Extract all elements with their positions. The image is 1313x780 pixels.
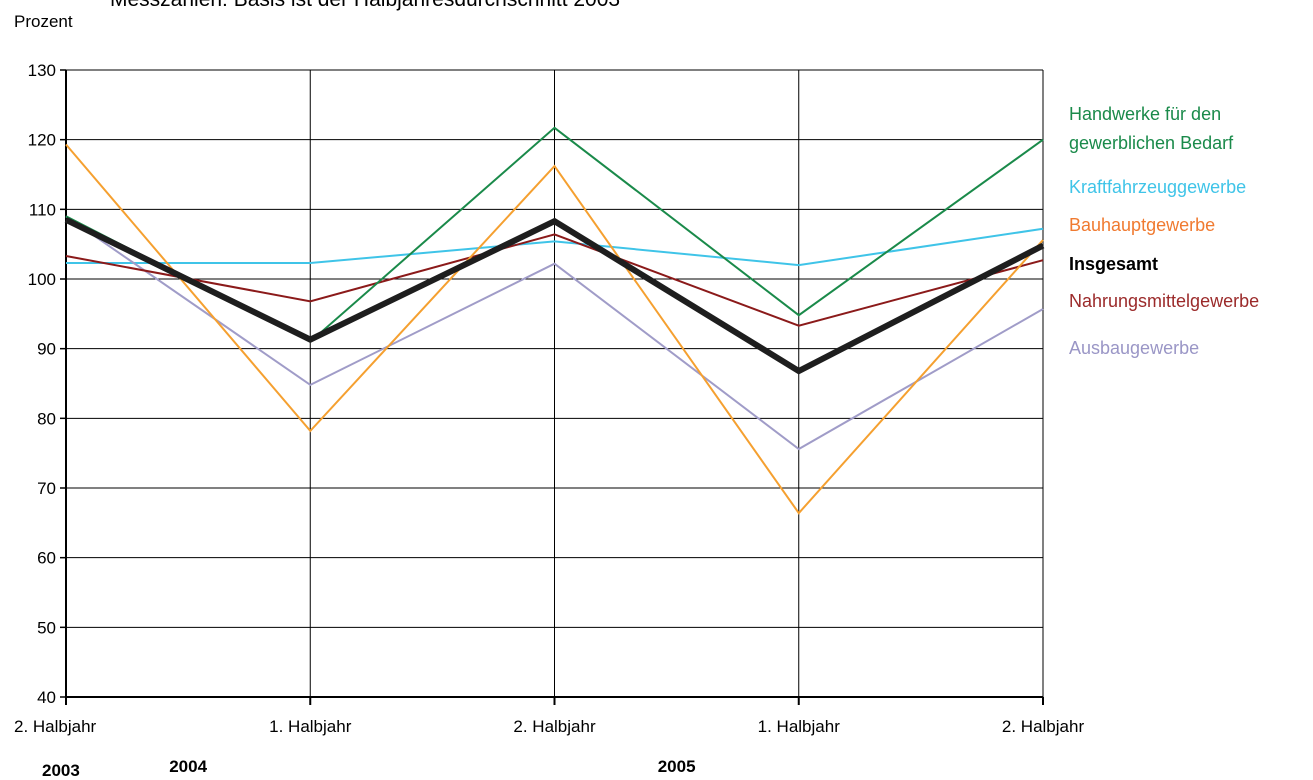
x-tick-label: 2. Halbjahr [1002, 717, 1085, 736]
series-line [66, 227, 1044, 267]
legend-entry: gewerblichen Bedarf [1069, 133, 1234, 153]
y-tick-label: 100 [28, 270, 56, 289]
tick-labels: 40 50 60 70 80 90 100 110 120 130 2. Halbjahr 1. Ha… [14, 61, 1084, 780]
y-tick-label: 130 [28, 61, 56, 80]
y-tick-label: 70 [37, 479, 56, 498]
legend-entry: Ausbaugewerbe [1069, 338, 1199, 358]
x-tick-label: 1. Halbjahr [269, 717, 352, 736]
axes [60, 69, 1044, 705]
y-axis-label: Prozent [14, 12, 73, 31]
y-tick-label: 40 [37, 688, 56, 707]
gridlines [66, 69, 1044, 697]
y-tick-label: 50 [37, 618, 56, 637]
y-tick-label: 80 [37, 409, 56, 428]
legend-entry: Kraftfahrzeuggewerbe [1069, 177, 1246, 197]
series-lines [64, 126, 1045, 515]
x-tick-label: 2. Halbjahr [513, 717, 596, 736]
series-line [65, 215, 1044, 451]
y-tick-label: 110 [29, 200, 56, 219]
legend: Handwerke für den gewerblichen Bedarf Kraf… [1069, 104, 1259, 358]
series-line [65, 233, 1044, 327]
x-tick-label: 2. Halbjahr [14, 717, 97, 736]
series-line [65, 143, 1044, 515]
year-label: 2004 [169, 757, 207, 776]
year-label: 2003 [42, 761, 80, 780]
legend-entry: Insgesamt [1069, 254, 1158, 274]
y-tick-label: 60 [37, 549, 56, 568]
series-line [64, 217, 1045, 375]
x-tick-label: 1. Halbjahr [758, 717, 841, 736]
y-tick-label: 120 [28, 131, 56, 150]
legend-entry: Bauhauptgewerbe [1069, 215, 1215, 235]
y-tick-label: 90 [37, 340, 56, 359]
chart-subtitle: Messzahlen: Basis ist der Halbjahresdurc… [110, 0, 620, 11]
year-label: 2005 [658, 757, 696, 776]
legend-entry: Handwerke für den [1069, 104, 1221, 124]
legend-entry: Nahrungsmittelgewerbe [1069, 291, 1259, 311]
